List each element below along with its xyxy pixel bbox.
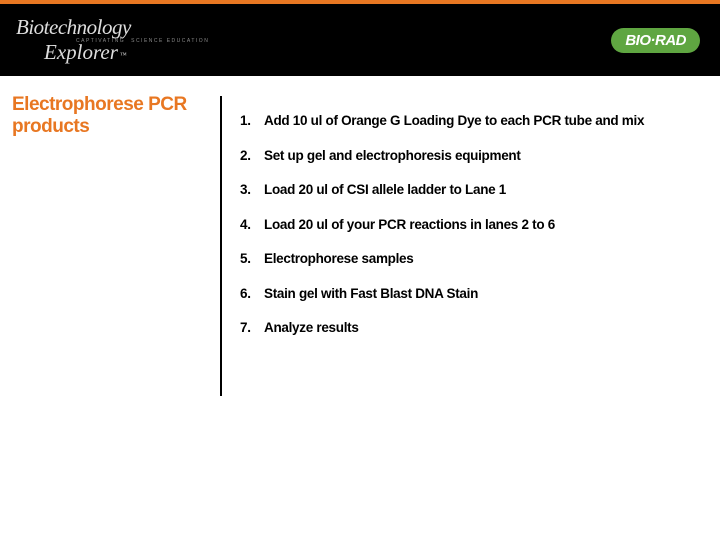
step-item: 6.Stain gel with Fast Blast DNA Stain	[240, 285, 710, 303]
step-item: 3.Load 20 ul of CSI allele ladder to Lan…	[240, 181, 710, 199]
logo-line2: Explorer™	[44, 42, 209, 63]
section-title: Electrophorese PCR products	[12, 94, 210, 138]
step-number: 4.	[240, 216, 264, 234]
logo-line1: Biotechnology	[16, 17, 209, 38]
logo-biotech-explorer: Biotechnology CAPTIVATING SCIENCE EDUCAT…	[16, 17, 209, 63]
step-number: 7.	[240, 319, 264, 337]
step-number: 5.	[240, 250, 264, 268]
brand-badge: BIO·RAD	[611, 28, 700, 53]
step-item: 4.Load 20 ul of your PCR reactions in la…	[240, 216, 710, 234]
step-text: Load 20 ul of your PCR reactions in lane…	[264, 216, 710, 234]
step-text: Set up gel and electrophoresis equipment	[264, 147, 710, 165]
step-number: 3.	[240, 181, 264, 199]
step-item: 1.Add 10 ul of Orange G Loading Dye to e…	[240, 112, 710, 130]
step-number: 1.	[240, 112, 264, 130]
step-item: 2.Set up gel and electrophoresis equipme…	[240, 147, 710, 165]
step-text: Add 10 ul of Orange G Loading Dye to eac…	[264, 112, 710, 130]
step-text: Stain gel with Fast Blast DNA Stain	[264, 285, 710, 303]
step-number: 2.	[240, 147, 264, 165]
step-item: 5.Electrophorese samples	[240, 250, 710, 268]
left-column: Electrophorese PCR products	[12, 94, 220, 540]
header-bar: Biotechnology CAPTIVATING SCIENCE EDUCAT…	[0, 4, 720, 76]
step-text: Analyze results	[264, 319, 710, 337]
brand-badge-text: BIO·RAD	[625, 32, 686, 49]
step-text: Load 20 ul of CSI allele ladder to Lane …	[264, 181, 710, 199]
steps-column: 1.Add 10 ul of Orange G Loading Dye to e…	[222, 94, 710, 540]
content-area: Electrophorese PCR products 1.Add 10 ul …	[0, 76, 720, 540]
step-text: Electrophorese samples	[264, 250, 710, 268]
logo-tm: ™	[120, 51, 127, 59]
step-number: 6.	[240, 285, 264, 303]
step-item: 7.Analyze results	[240, 319, 710, 337]
